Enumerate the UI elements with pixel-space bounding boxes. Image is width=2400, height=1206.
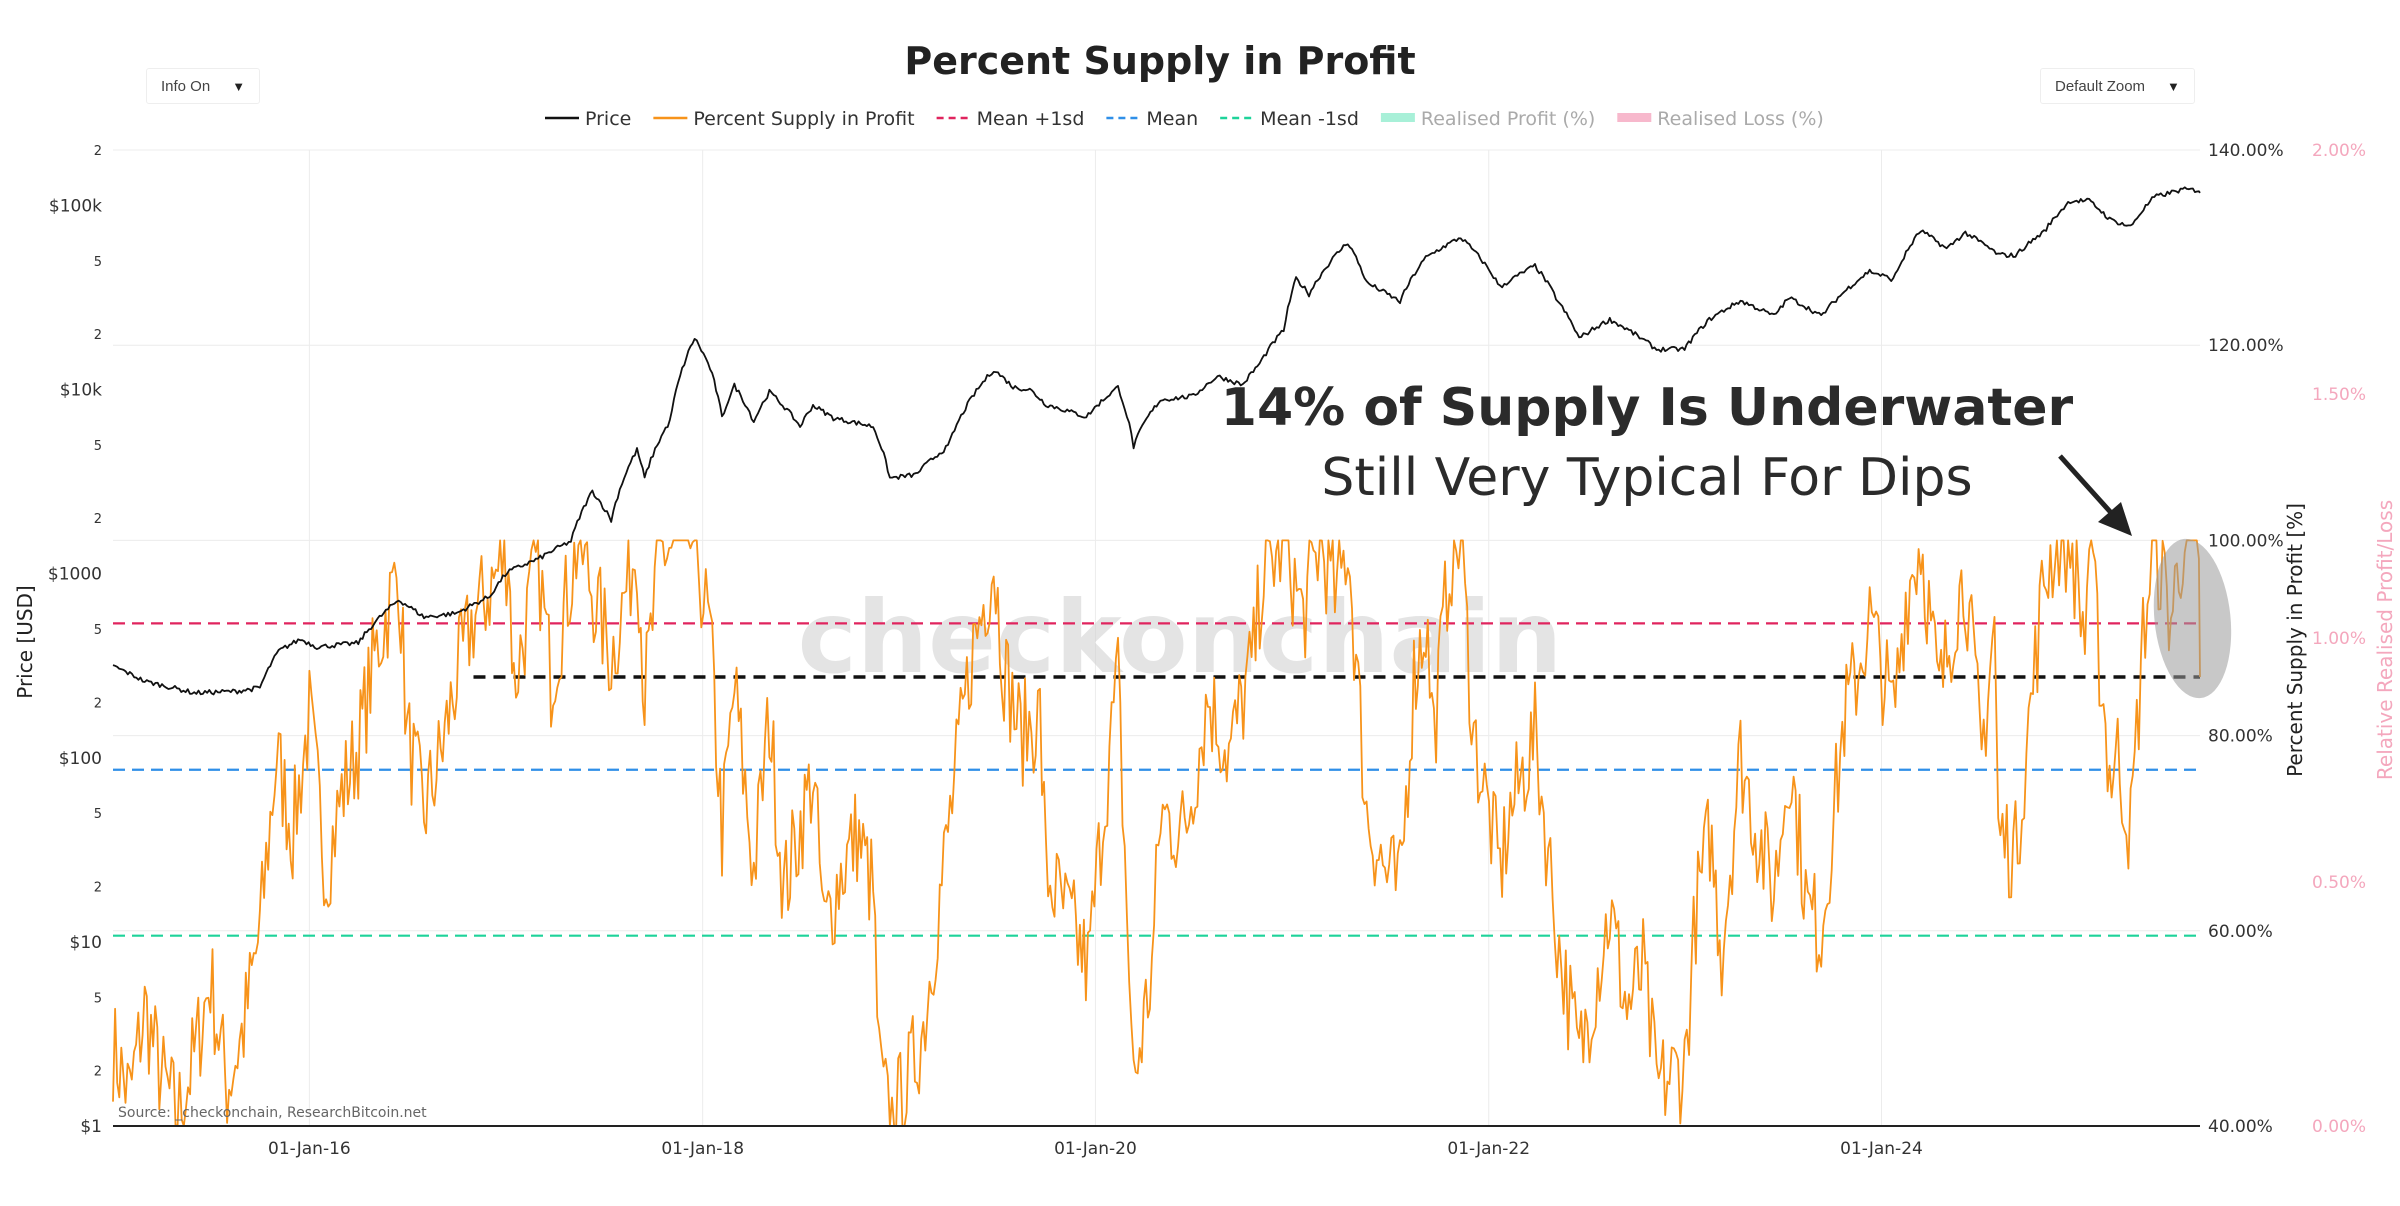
y-axis-right2-title: Relative Realised Profit/Loss (2373, 500, 2397, 780)
info-toggle-label: Info On (161, 77, 211, 95)
y-left-minor-tick-label: 5 (94, 439, 102, 454)
x-tick-label: 01-Jan-20 (1054, 1139, 1137, 1159)
chevron-down-icon: ▼ (2167, 78, 2180, 94)
x-axis: 01-Jan-16 01-Jan-18 01-Jan-20 01-Jan-22 01-J… (113, 1125, 2200, 1159)
y-right2-tick-label: 2.00% (2312, 141, 2366, 161)
y-right-tick-label: 60.00% (2208, 922, 2273, 942)
legend-label: Mean (1146, 108, 1198, 130)
reference-lines (113, 622, 2200, 937)
legend-swatch (1617, 113, 1652, 122)
y-left-tick-label: $1000 (48, 565, 102, 585)
x-tick-label: 01-Jan-22 (1447, 1139, 1530, 1159)
y-left-tick-label: $10k (60, 381, 102, 401)
y-axis-left-price: $1 $10 $100 $1000 $10k $100k 2 5 2 5 2 5 2 5 2 5 2 (48, 144, 102, 1137)
x-gridlines (308, 150, 1882, 1126)
y-right-tick-label: 80.00% (2208, 727, 2273, 747)
x-tick-label: 01-Jan-24 (1840, 1139, 1923, 1159)
y-left-minor-tick-label: 2 (94, 696, 102, 711)
legend: Price Percent Supply in Profit Mean +1sd Me… (545, 108, 1824, 130)
x-tick-label: 01-Jan-16 (268, 1139, 351, 1159)
series-line-price (112, 186, 2201, 696)
y-axis-left-title: Price [USD] (13, 585, 37, 699)
y-axis-right-title: Percent Supply in Profit [%] (2283, 503, 2307, 777)
y-left-minor-tick-label: 2 (94, 1065, 102, 1080)
legend-label: Mean +1sd (977, 108, 1085, 130)
y-right-tick-label: 120.00% (2208, 336, 2284, 356)
y-right2-tick-label: 0.50% (2312, 873, 2366, 893)
annotation-arrow (2058, 454, 2132, 536)
series-line-percent-supply-in-profit (112, 539, 2201, 1127)
source-note: Source: _checkonchain, ResearchBitcoin.n… (118, 1105, 427, 1121)
annotation-subline: Still Very Typical For Dips (1321, 448, 1972, 508)
y-right-tick-label: 140.00% (2208, 141, 2284, 161)
y-left-tick-label: $100k (49, 196, 102, 216)
y-left-minor-tick-label: 2 (94, 880, 102, 895)
y-left-minor-tick-label: 2 (94, 328, 102, 343)
y-left-tick-label: $10 (70, 933, 102, 953)
y-left-minor-tick-label: 5 (94, 623, 102, 638)
chart-title: Percent Supply in Profit (904, 39, 1415, 83)
zoom-dropdown[interactable]: Default Zoom ▼ (2040, 68, 2195, 104)
chevron-down-icon: ▼ (232, 78, 246, 94)
y-left-minor-tick-label: 5 (94, 991, 102, 1006)
y-right2-tick-label: 1.00% (2312, 629, 2366, 649)
info-toggle-dropdown[interactable]: Info On ▼ (146, 68, 261, 104)
y-left-minor-tick-label: 2 (94, 512, 102, 527)
legend-label: Realised Profit (%) (1421, 108, 1595, 130)
y-right2-tick-label: 1.50% (2312, 385, 2366, 405)
legend-label: Realised Loss (%) (1657, 108, 1824, 130)
y-axis-right-percent: 40.00% 60.00% 80.00% 100.00% 120.00% 140.00% (2208, 141, 2284, 1137)
y-left-minor-tick-label: 5 (94, 807, 102, 822)
y-left-minor-tick-label: 2 (94, 144, 102, 159)
zoom-label: Default Zoom (2055, 77, 2146, 95)
y-axis-right-realised: 0.00% 0.50% 1.00% 1.50% 2.00% (2312, 141, 2366, 1137)
legend-label: Price (585, 108, 631, 130)
highlight-ellipse (2153, 538, 2232, 699)
y-left-tick-label: $100 (59, 749, 102, 769)
y-right-tick-label: 40.00% (2208, 1117, 2273, 1137)
legend-swatch (1380, 113, 1415, 122)
y-left-tick-label: $1 (80, 1117, 102, 1137)
x-tick-label: 01-Jan-18 (661, 1139, 744, 1159)
legend-label: Percent Supply in Profit (693, 108, 914, 130)
annotation-headline: 14% of Supply Is Underwater (1221, 378, 2074, 438)
y-right-tick-label: 100.00% (2208, 531, 2284, 551)
y-left-minor-tick-label: 5 (94, 255, 102, 270)
y-right2-tick-label: 0.00% (2312, 1117, 2366, 1137)
legend-label: Mean -1sd (1260, 108, 1359, 130)
